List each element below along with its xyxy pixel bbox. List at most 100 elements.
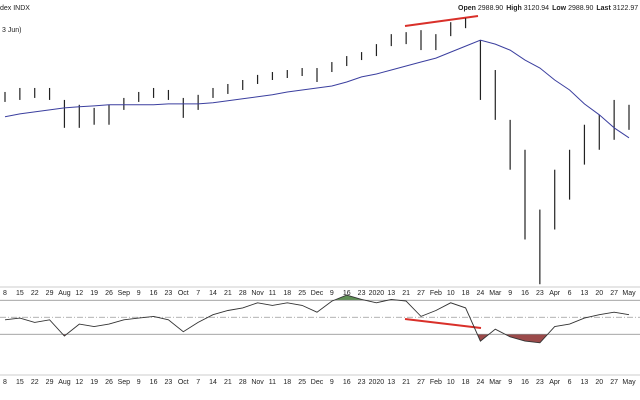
stat-label: Open [458,5,476,12]
x-tick-label: 2020 [369,379,385,386]
x-tick-label: 20 [595,379,603,386]
x-tick-label: 9 [508,379,512,386]
x-tick-label: 21 [224,379,232,386]
x-tick-label: Nov [251,379,264,386]
x-tick-label: 24 [477,379,485,386]
x-tick-label: 27 [610,379,618,386]
x-tick-label: 21 [224,290,232,297]
x-tick-label: 9 [137,379,141,386]
x-tick-label: 16 [521,290,529,297]
x-tick-label: 2020 [369,290,385,297]
x-tick-label: 22 [31,290,39,297]
x-tick-label: 20 [595,290,603,297]
x-tick-label: 13 [581,290,589,297]
x-tick-label: 8 [3,290,7,297]
x-tick-label: 29 [46,379,54,386]
x-tick-label: 23 [536,379,544,386]
x-tick-label: 23 [358,379,366,386]
x-tick-label: 21 [402,379,410,386]
x-tick-label: 14 [209,379,217,386]
x-tick-label: 28 [239,290,247,297]
x-tick-label: Aug [58,290,71,297]
x-tick-label: 21 [402,290,410,297]
x-tick-label: 23 [358,290,366,297]
x-tick-label: 18 [462,290,470,297]
x-tick-label: Mar [489,379,502,386]
x-tick-label: 16 [343,290,351,297]
stat-value: 3120.94 [524,5,549,12]
x-tick-label: 10 [447,379,455,386]
x-tick-label: 15 [16,379,24,386]
x-tick-label: 6 [568,290,572,297]
x-tick-label: Nov [251,290,264,297]
x-tick-label: May [622,290,636,297]
x-tick-label: 23 [536,290,544,297]
x-tick-label: 24 [477,290,485,297]
x-tick-label: 11 [269,379,276,386]
stat-label: Low [552,5,567,12]
x-tick-label: 26 [105,379,113,386]
x-tick-label: 13 [387,379,395,386]
x-tick-label: 19 [90,290,98,297]
x-tick-label: 10 [447,290,455,297]
indicator-line [4,294,630,344]
x-tick-label: 14 [209,290,217,297]
x-tick-label: 19 [90,379,98,386]
x-tick-label: 23 [165,290,173,297]
moving-average [4,39,630,139]
x-tick-label: 18 [462,379,470,386]
x-tick-label: Sep [118,290,131,297]
x-tick-label: Apr [549,290,561,297]
x-tick-label: Oct [178,379,189,386]
x-tick-label: 12 [75,379,83,386]
x-tick-label: 27 [417,379,425,386]
x-tick-label: 16 [150,290,158,297]
x-tick-label: 13 [387,290,395,297]
x-tick-label: 27 [417,290,425,297]
symbol: dex INDX [0,5,30,12]
x-tick-label: 9 [508,290,512,297]
x-tick-label: 16 [521,379,529,386]
period: 3 Jun) [2,27,21,34]
x-tick-label: Feb [430,379,442,386]
x-tick-label: 27 [610,290,618,297]
stat-label: High [506,5,522,12]
x-tick-label: 18 [283,290,291,297]
x-tick-label: Aug [58,379,71,386]
x-tick-label: 15 [16,290,24,297]
x-tick-label: 8 [3,379,7,386]
x-tick-label: 26 [105,290,113,297]
x-tick-label: 13 [581,379,589,386]
x-tick-label: 18 [283,379,291,386]
x-tick-label: Dec [311,379,324,386]
x-tick-label: Apr [549,379,561,386]
x-tick-label: Mar [489,290,502,297]
stat-value: 3122.97 [613,5,638,12]
x-tick-label: May [622,379,636,386]
x-tick-label: 23 [165,379,173,386]
x-tick-label: 25 [298,290,306,297]
x-tick-label: 9 [137,290,141,297]
x-tick-label: 12 [75,290,83,297]
trend-line [404,318,482,329]
x-tick-label: Sep [118,379,131,386]
stat-value: 2988.90 [478,5,503,12]
stats: Open 2988.90 High 3120.94 Low 2988.90 Last 3122… [458,5,638,12]
x-tick-label: 7 [196,290,200,297]
x-tick-label: 11 [269,290,276,297]
stat-value: 2988.90 [568,5,593,12]
x-tick-label: Oct [178,290,189,297]
x-tick-label: 7 [196,379,200,386]
stat-label: Last [596,5,611,12]
x-tick-label: Feb [430,290,442,297]
x-tick-label: 25 [298,379,306,386]
x-tick-label: 29 [46,290,54,297]
x-tick-label: 9 [330,290,334,297]
x-tick-label: 16 [150,379,158,386]
trend-line [404,15,479,27]
x-tick-label: 9 [330,379,334,386]
x-tick-label: 28 [239,379,247,386]
x-tick-label: 22 [31,379,39,386]
